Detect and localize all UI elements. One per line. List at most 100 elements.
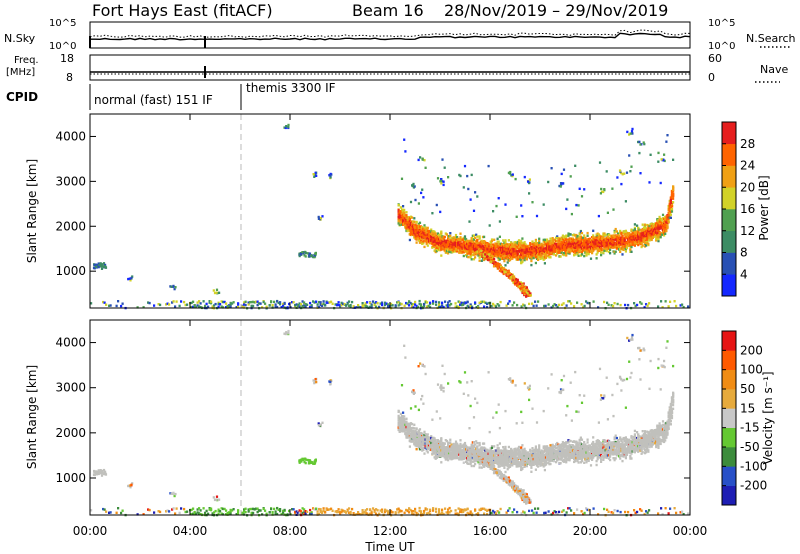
freq-right-tick-top: 60 — [708, 52, 722, 65]
power-cell — [199, 306, 202, 309]
power-cell — [612, 208, 615, 211]
power-cell — [361, 305, 364, 309]
power-cell — [470, 173, 473, 177]
power-cell — [175, 300, 178, 303]
power-cell — [394, 305, 397, 308]
power-cell — [556, 305, 559, 309]
power-cell — [589, 243, 593, 246]
power-cell — [237, 305, 240, 308]
power-cell — [192, 300, 195, 303]
power-cell — [583, 246, 586, 249]
power-cell — [398, 212, 401, 215]
power-cell — [498, 264, 501, 267]
power-cell — [496, 245, 499, 248]
power-cell — [632, 229, 635, 232]
power-cell — [669, 300, 672, 303]
power-cell — [529, 250, 532, 253]
power-cell — [475, 251, 478, 254]
power-cell — [184, 303, 187, 307]
power-cell — [633, 302, 636, 305]
power-cell — [497, 254, 500, 258]
power-cell — [672, 197, 675, 200]
power-cell — [343, 303, 346, 306]
power-cell — [681, 303, 684, 306]
power-cell — [450, 302, 453, 306]
power-cell — [421, 188, 424, 191]
power-cell — [502, 246, 505, 249]
power-cell — [646, 234, 649, 238]
power-cell — [476, 235, 479, 238]
power-cell — [592, 234, 595, 237]
power-cell — [459, 174, 462, 178]
power-cell — [192, 305, 195, 309]
power-cell — [466, 304, 469, 308]
power-cell — [454, 302, 457, 305]
power-cell — [435, 239, 438, 242]
power-cell — [628, 233, 631, 237]
power-cell — [551, 248, 554, 251]
noise-search-line — [89, 29, 691, 38]
power-cell — [416, 236, 419, 240]
power-cell — [329, 174, 332, 177]
power-cell — [414, 303, 417, 306]
power-cell — [300, 303, 303, 306]
power-cell — [449, 242, 452, 245]
power-cell — [619, 250, 622, 253]
power-cell — [506, 255, 509, 258]
power-cell — [376, 302, 379, 305]
power-cell — [650, 231, 653, 234]
power-cell — [672, 201, 675, 204]
power-cell — [614, 238, 617, 241]
power-cell — [498, 304, 501, 307]
power-cell — [277, 301, 280, 305]
power-cell — [643, 241, 647, 244]
power-cell — [562, 251, 566, 255]
power-cell — [619, 229, 622, 233]
power-cell — [538, 251, 541, 254]
power-cell — [417, 202, 420, 205]
power-cell — [549, 237, 552, 240]
power-cell — [406, 302, 409, 305]
power-cell — [190, 305, 193, 309]
power-cell — [426, 241, 429, 244]
power-cell — [364, 304, 367, 308]
power-cell — [511, 252, 514, 255]
power-cell — [516, 278, 519, 282]
power-cell — [423, 224, 426, 227]
power-cell — [511, 275, 514, 278]
power-cell — [121, 302, 124, 305]
power-cell — [582, 306, 585, 309]
power-cell — [196, 304, 199, 307]
power-cell — [247, 303, 250, 306]
power-cell — [303, 304, 306, 307]
power-cell — [208, 300, 211, 303]
power-cell — [587, 246, 590, 250]
power-cell — [538, 256, 541, 259]
power-cell — [314, 171, 317, 175]
power-cell — [411, 305, 414, 308]
power-cell — [459, 303, 462, 306]
power-cell — [592, 300, 595, 303]
power-cell — [484, 301, 487, 304]
power-cell — [423, 302, 426, 306]
power-cell — [492, 243, 495, 246]
power-cell — [525, 295, 528, 298]
power-cell — [445, 304, 448, 307]
power-cell — [485, 250, 488, 254]
power-cell — [533, 254, 536, 257]
power-cell — [315, 174, 318, 177]
power-cell — [414, 235, 417, 239]
power-cell — [522, 303, 525, 306]
power-cell — [399, 302, 402, 305]
power-cell — [463, 302, 466, 305]
power-cell — [547, 244, 550, 247]
power-cell — [243, 303, 246, 306]
power-cell — [312, 255, 315, 259]
power-cell — [543, 238, 546, 241]
power-cell — [646, 231, 649, 235]
power-cell — [637, 229, 640, 232]
power-cell — [241, 305, 244, 308]
power-cell — [510, 174, 513, 177]
power-cell — [507, 269, 510, 272]
power-cell — [520, 305, 523, 308]
